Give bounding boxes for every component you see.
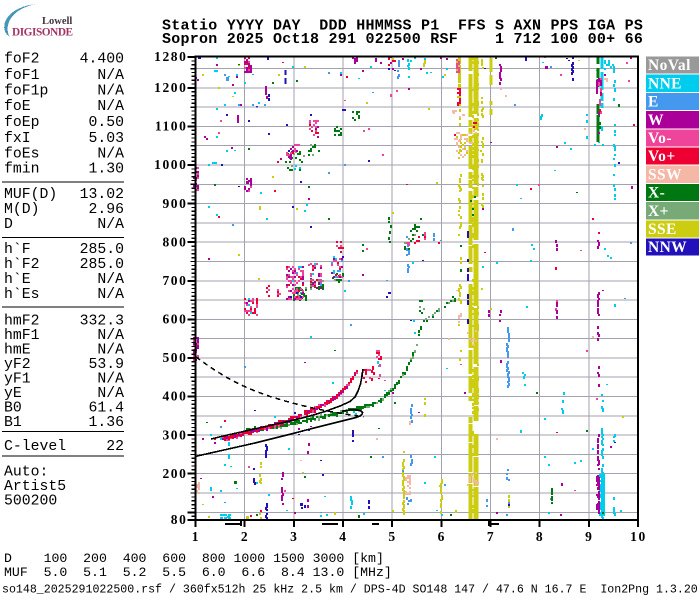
svg-text:285.0: 285.0 bbox=[80, 257, 124, 273]
svg-text:22: 22 bbox=[106, 439, 124, 455]
svg-text:332.3: 332.3 bbox=[80, 314, 124, 330]
svg-text:80: 80 bbox=[171, 512, 188, 527]
svg-text:500200: 500200 bbox=[4, 494, 57, 510]
svg-text:200: 200 bbox=[162, 466, 187, 481]
svg-text:Statio YYYY DAY DDD HHMMSS P1: Statio YYYY DAY DDD HHMMSS P1 FFS S AXN … bbox=[162, 18, 643, 35]
svg-text:NNE: NNE bbox=[648, 75, 682, 92]
svg-text:N/A: N/A bbox=[97, 84, 124, 100]
svg-text:yE: yE bbox=[4, 386, 22, 402]
svg-text:SSW: SSW bbox=[648, 166, 682, 183]
svg-text:61.4: 61.4 bbox=[88, 401, 124, 417]
svg-text:MUF 5.0 5.1 5.2 5.5 6.0: MUF 5.0 5.1 5.2 5.5 6.0 6.6 8.4 13.0 [MH… bbox=[4, 565, 392, 580]
svg-text:X-: X- bbox=[648, 185, 665, 202]
svg-text:600: 600 bbox=[162, 312, 187, 327]
svg-text:1.30: 1.30 bbox=[88, 162, 124, 178]
svg-text:hmF2: hmF2 bbox=[4, 314, 40, 330]
svg-text:2.96: 2.96 bbox=[88, 202, 124, 218]
svg-text:N/A: N/A bbox=[97, 272, 124, 288]
svg-text:B1: B1 bbox=[4, 415, 22, 431]
svg-text:DIGISONDE: DIGISONDE bbox=[12, 26, 73, 38]
svg-text:7: 7 bbox=[487, 529, 495, 544]
svg-text:Lowell: Lowell bbox=[42, 16, 72, 27]
svg-text:M(D): M(D) bbox=[4, 202, 40, 218]
svg-text:0.50: 0.50 bbox=[88, 115, 124, 131]
svg-text:9: 9 bbox=[585, 529, 593, 544]
svg-text:hmF1: hmF1 bbox=[4, 328, 40, 344]
svg-text:B0: B0 bbox=[4, 401, 22, 417]
svg-text:10: 10 bbox=[630, 529, 647, 544]
svg-text:800: 800 bbox=[162, 234, 187, 249]
svg-text:foEp: foEp bbox=[4, 115, 40, 131]
svg-text:1000: 1000 bbox=[154, 157, 187, 172]
svg-text:h`Es: h`Es bbox=[4, 287, 40, 303]
svg-text:foF2: foF2 bbox=[4, 52, 40, 68]
svg-text:5: 5 bbox=[388, 529, 396, 544]
svg-text:285.0: 285.0 bbox=[80, 242, 124, 258]
svg-text:700: 700 bbox=[162, 273, 187, 288]
svg-text:X+: X+ bbox=[648, 203, 669, 220]
svg-text:yF1: yF1 bbox=[4, 372, 31, 388]
svg-text:W: W bbox=[648, 112, 664, 129]
svg-text:h`F: h`F bbox=[4, 242, 31, 258]
svg-text:N/A: N/A bbox=[97, 372, 124, 388]
svg-text:N/A: N/A bbox=[97, 68, 124, 84]
svg-text:N/A: N/A bbox=[97, 217, 124, 233]
svg-text:N/A: N/A bbox=[97, 343, 124, 359]
svg-text:1: 1 bbox=[192, 529, 200, 544]
svg-text:D: D bbox=[4, 217, 13, 233]
svg-text:N/A: N/A bbox=[97, 386, 124, 402]
svg-text:h`F2: h`F2 bbox=[4, 257, 40, 273]
svg-text:4: 4 bbox=[339, 529, 347, 544]
svg-text:fmin: fmin bbox=[4, 162, 40, 178]
svg-text:Vo-: Vo- bbox=[648, 130, 672, 147]
svg-text:foE: foE bbox=[4, 99, 31, 115]
svg-text:h`E: h`E bbox=[4, 272, 31, 288]
svg-text:4.400: 4.400 bbox=[80, 52, 124, 68]
svg-text:hmE: hmE bbox=[4, 343, 31, 359]
svg-text:NNW: NNW bbox=[648, 239, 687, 256]
svg-text:so148_2025291022500.rsf / 360f: so148_2025291022500.rsf / 360fx512h 25 k… bbox=[2, 584, 698, 597]
svg-text:5.03: 5.03 bbox=[88, 131, 124, 147]
svg-text:fxI: fxI bbox=[4, 131, 31, 147]
svg-text:SSE: SSE bbox=[648, 221, 677, 238]
svg-text:N/A: N/A bbox=[97, 147, 124, 163]
svg-text:N/A: N/A bbox=[97, 99, 124, 115]
svg-text:3: 3 bbox=[290, 529, 298, 544]
svg-text:1.36: 1.36 bbox=[88, 415, 124, 431]
svg-text:E: E bbox=[648, 94, 659, 111]
svg-text:1280: 1280 bbox=[154, 49, 187, 64]
svg-text:300: 300 bbox=[162, 427, 187, 442]
svg-text:Artist5: Artist5 bbox=[4, 479, 66, 495]
svg-text:1200: 1200 bbox=[154, 80, 187, 95]
svg-text:53.9: 53.9 bbox=[88, 357, 124, 373]
svg-text:N/A: N/A bbox=[97, 287, 124, 303]
svg-text:C-level: C-level bbox=[4, 439, 66, 455]
svg-text:8: 8 bbox=[536, 529, 544, 544]
svg-text:MUF(D): MUF(D) bbox=[4, 187, 57, 203]
svg-text:Sopron 2025 Oct18 291 022500 R: Sopron 2025 Oct18 291 022500 RSF 1 712 1… bbox=[162, 31, 643, 48]
svg-text:foF1p: foF1p bbox=[4, 84, 48, 100]
svg-text:NoVal: NoVal bbox=[648, 57, 691, 74]
svg-text:Auto:: Auto: bbox=[4, 465, 48, 481]
svg-text:2: 2 bbox=[241, 529, 249, 544]
svg-text:1100: 1100 bbox=[155, 119, 188, 134]
svg-text:foF1: foF1 bbox=[4, 68, 40, 84]
svg-text:Vo+: Vo+ bbox=[648, 148, 676, 165]
svg-text:900: 900 bbox=[162, 196, 187, 211]
svg-text:13.02: 13.02 bbox=[80, 187, 124, 203]
svg-text:6: 6 bbox=[438, 529, 446, 544]
svg-text:foEs: foEs bbox=[4, 147, 40, 163]
svg-text:400: 400 bbox=[162, 389, 187, 404]
svg-text:500: 500 bbox=[162, 350, 187, 365]
svg-text:N/A: N/A bbox=[97, 328, 124, 344]
svg-text:D 100 200 400 600 800 1: D 100 200 400 600 800 1000 1500 3000 [km… bbox=[4, 551, 384, 566]
svg-text:yF2: yF2 bbox=[4, 357, 31, 373]
